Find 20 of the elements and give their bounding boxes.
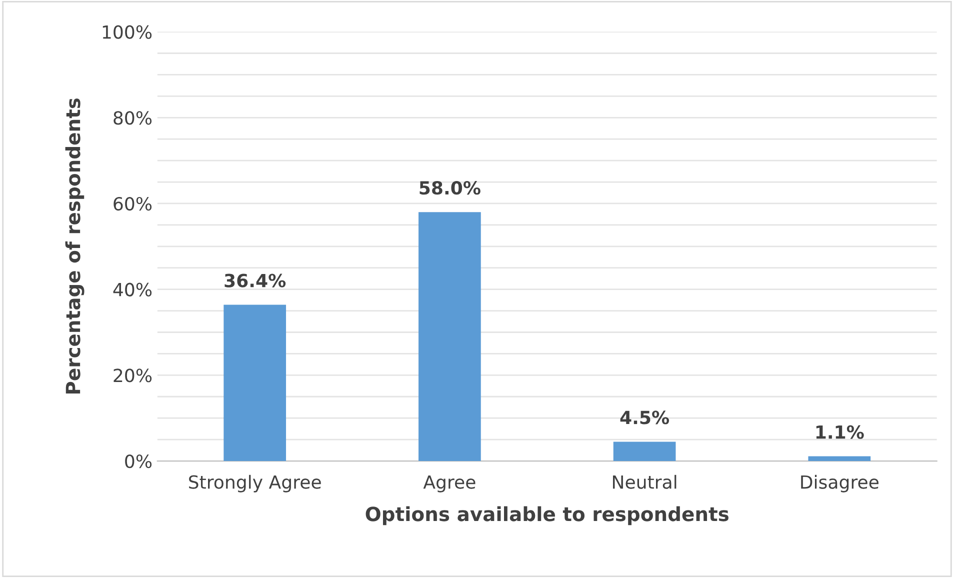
data-label: 58.0% — [420, 181, 480, 195]
y-tick-label: 80% — [114, 111, 152, 125]
y-tick-label: 60% — [114, 196, 152, 211]
x-tick-label: Disagree — [801, 474, 878, 492]
y-tick-label: 100% — [102, 25, 152, 39]
bar — [418, 212, 481, 462]
x-tick-label: Neutral — [612, 474, 676, 489]
bar — [808, 456, 871, 462]
data-label: 1.1% — [816, 425, 864, 439]
x-tick-label: Strongly Agree — [189, 474, 321, 492]
y-tick-label: 20% — [114, 368, 152, 382]
y-tick-label: 0% — [125, 454, 152, 468]
data-label: 4.5% — [620, 410, 670, 424]
bar — [613, 442, 676, 462]
data-label: 36.4% — [224, 274, 286, 288]
y-tick-label: 40% — [113, 282, 152, 296]
x-axis-title: Options available to respondents — [366, 506, 728, 526]
bar — [224, 304, 286, 462]
x-tick-label: Agree — [423, 475, 476, 492]
y-axis-title: Percentage of respondents — [65, 98, 84, 394]
